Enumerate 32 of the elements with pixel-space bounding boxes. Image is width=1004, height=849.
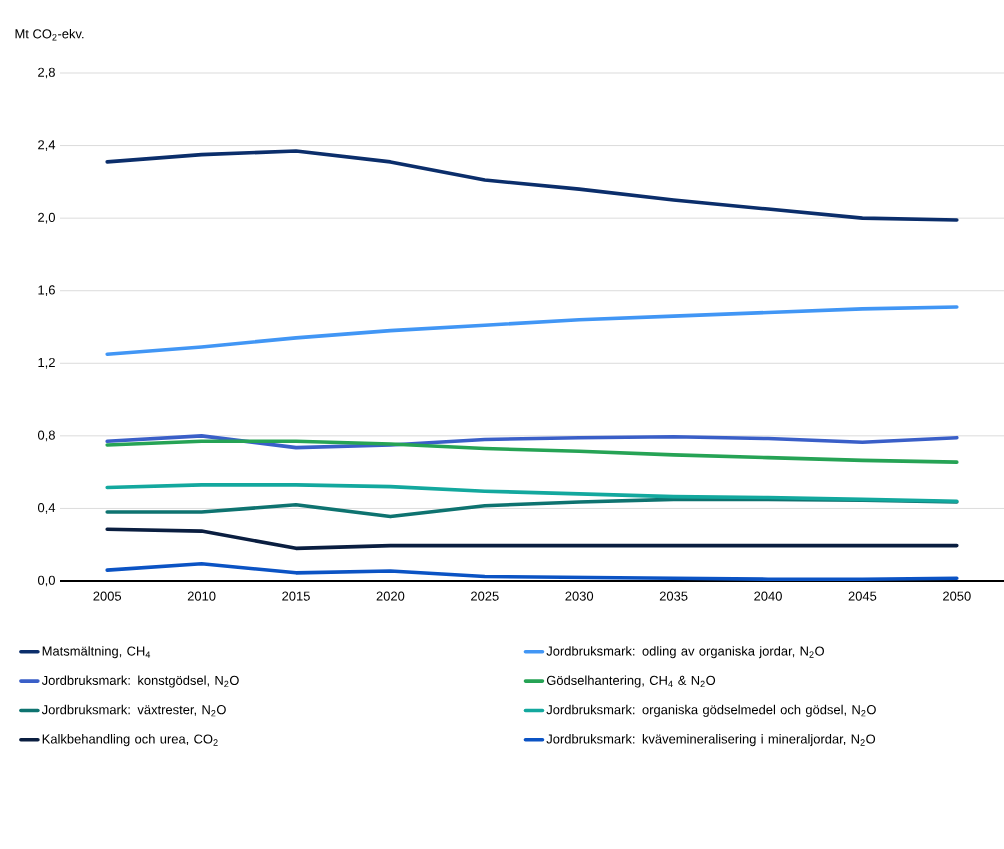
y-tick-label: 0,4	[37, 503, 56, 514]
x-tick-label: 2020	[376, 591, 405, 601]
x-tick-label: 2050	[943, 591, 971, 601]
y-tick-label: 2,4	[38, 140, 56, 151]
y-tick-label: 2,0	[38, 212, 55, 224]
line-series	[105, 483, 959, 503]
y-tick-label: 0,8	[37, 430, 55, 442]
legend-label: Matsmältning, CH$_{4}$	[42, 646, 151, 659]
x-tick-label: 2025	[471, 591, 499, 601]
y-axis-title: Mt CO$_{2}$-ekv.	[15, 28, 84, 41]
x-tick-label: 2045	[848, 591, 877, 601]
line-series	[105, 305, 959, 357]
x-tick-label: 2035	[659, 591, 688, 601]
line-series	[105, 439, 959, 464]
x-tick-label: 2040	[754, 591, 782, 601]
line-series	[105, 149, 959, 222]
y-tick-label: 1,2	[38, 357, 55, 369]
legend-label: Kalkbehandling och urea, CO$_{2}$	[42, 734, 218, 747]
y-tick-label: 1,6	[38, 285, 55, 297]
legend-label: Jordbruksmark: kvävemineralisering i mineraljordar, N$_{2}$O	[546, 734, 876, 747]
legend-label: Jordbruksmark: växtrester, N$_{2}$O	[41, 704, 226, 717]
legend-label: Jordbruksmark: konstgödsel, N$_{2}$O	[41, 675, 239, 688]
legend-label: Jordbruksmark: odling av organiska jordar, N$_{2}$O	[546, 646, 824, 659]
line-series	[105, 434, 959, 450]
x-tick-label: 2030	[565, 591, 594, 601]
y-tick-label: 0,0	[37, 575, 55, 587]
x-tick-label: 2010	[187, 591, 216, 601]
y-tick-label: 2,8	[38, 67, 55, 79]
legend-label: Gödselhantering, CH$_{4}$ & N$_{2}$O	[546, 675, 716, 688]
legend-label: Jordbruksmark: organiska gödselmedel och gödsel, N$_{2}$O	[546, 704, 876, 717]
x-tick-label: 2015	[282, 591, 310, 601]
x-tick-label: 2005	[93, 591, 122, 601]
